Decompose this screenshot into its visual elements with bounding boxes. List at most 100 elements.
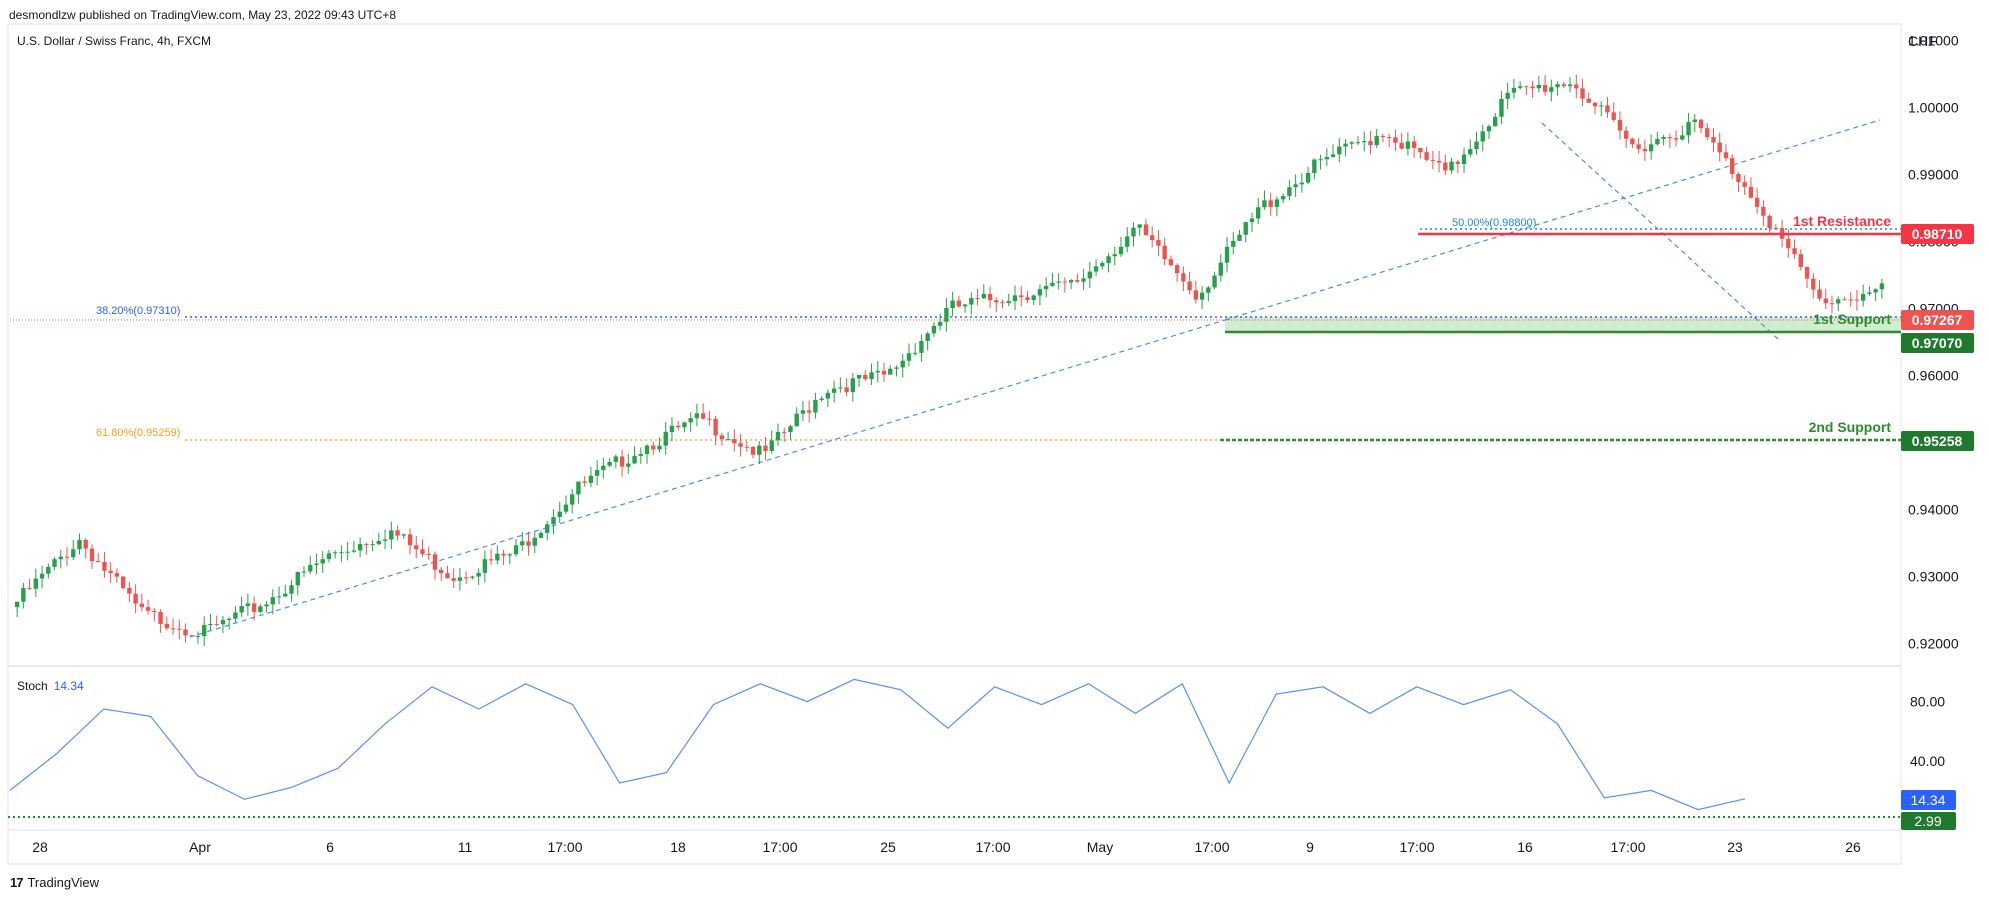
candle: [688, 412, 693, 433]
candle-body: [1842, 299, 1847, 301]
candle: [626, 453, 631, 474]
candle: [1586, 92, 1591, 103]
candle: [1592, 101, 1598, 114]
candle-body: [925, 333, 930, 341]
footer-brand[interactable]: 17 TradingView: [10, 875, 99, 890]
candle-body: [482, 559, 488, 573]
candle-body: [794, 413, 799, 427]
candle-body: [663, 432, 668, 446]
candle: [1449, 157, 1454, 174]
candle: [314, 553, 319, 575]
candle: [1355, 135, 1361, 146]
candle-body: [1736, 174, 1741, 183]
candle: [788, 424, 793, 440]
candle: [120, 575, 126, 590]
candle: [301, 566, 307, 578]
candle: [308, 556, 313, 575]
candle-body: [39, 573, 45, 579]
candle: [975, 288, 980, 306]
candle: [638, 447, 643, 464]
candle-body: [1474, 141, 1479, 150]
price-axis[interactable]: 1.010001.000000.990000.980000.970000.960…: [1908, 33, 1959, 769]
candle: [102, 551, 107, 578]
resistance-label: 1st Resistance: [1793, 213, 1891, 229]
candle-body: [1387, 137, 1392, 139]
support-zone: [1225, 317, 1901, 332]
candle: [226, 617, 232, 630]
candle: [1081, 268, 1086, 290]
stoch-value: 14.34: [53, 679, 84, 693]
candle-body: [551, 517, 556, 525]
candle: [1000, 299, 1005, 309]
candle-body: [1150, 235, 1155, 241]
candle-body: [1804, 266, 1810, 279]
candle-body: [1605, 105, 1610, 113]
candle: [1087, 261, 1093, 289]
candle: [1474, 131, 1479, 155]
candle-body: [1125, 236, 1130, 247]
candle-body: [569, 494, 575, 505]
candle: [1461, 147, 1467, 173]
candle: [782, 427, 787, 443]
candle-body: [1611, 112, 1616, 120]
candle-body: [1455, 161, 1460, 164]
time-axis[interactable]: 28 Apr 6 11 17:00 18 17:00 25 17:00 May 17:00 9 17:0…: [32, 839, 1861, 855]
candle: [333, 550, 338, 559]
candle: [127, 582, 132, 603]
candle: [732, 429, 737, 452]
candle-body: [339, 552, 344, 554]
candle: [757, 440, 762, 465]
candle: [395, 525, 400, 541]
candle-body: [744, 446, 749, 448]
candle: [1349, 141, 1354, 149]
candle: [744, 440, 749, 452]
candle-body: [1037, 289, 1043, 296]
candle: [1480, 124, 1485, 152]
candle-body: [364, 544, 369, 546]
stoch-line: [9, 678, 1746, 811]
candle: [432, 551, 438, 580]
candle-body: [1206, 287, 1211, 293]
candle-body: [1050, 282, 1055, 286]
candle-body: [1243, 222, 1248, 235]
candle: [445, 565, 450, 579]
candle-body: [1648, 144, 1654, 152]
candle: [1561, 81, 1566, 89]
candle-body: [806, 410, 812, 413]
candle-body: [470, 576, 475, 578]
candle-body: [1068, 280, 1074, 283]
candle-body: [513, 545, 519, 555]
candle-body: [139, 603, 145, 608]
time-tick-label: 9: [1306, 839, 1314, 855]
candle-body: [913, 352, 918, 354]
candle-body: [202, 624, 207, 637]
candle: [1698, 119, 1704, 134]
candle: [906, 343, 912, 367]
price-tick-label: 0.99000: [1908, 167, 1959, 183]
candle-body: [183, 629, 188, 636]
stoch-lower-badge: [1901, 812, 1956, 830]
candle: [1380, 133, 1386, 143]
candle-body: [1012, 295, 1018, 302]
candle-body: [158, 611, 163, 624]
candle-body: [145, 607, 151, 611]
candle-body: [863, 375, 868, 380]
time-tick-label: 17:00: [975, 839, 1010, 855]
candle-body: [457, 577, 463, 581]
candle: [1605, 96, 1610, 118]
candle: [195, 631, 201, 644]
candle: [1031, 294, 1036, 305]
candle-body: [601, 465, 606, 471]
candle-body: [189, 635, 194, 637]
candle: [482, 550, 488, 583]
candle: [582, 476, 587, 487]
candle: [1511, 79, 1517, 99]
candle-body: [856, 375, 862, 379]
candle-body: [382, 539, 388, 541]
support1-label: 1st Support: [1813, 311, 1891, 327]
candle: [33, 568, 39, 597]
candle: [83, 538, 88, 559]
candle: [1493, 112, 1498, 127]
candle-body: [451, 578, 456, 581]
